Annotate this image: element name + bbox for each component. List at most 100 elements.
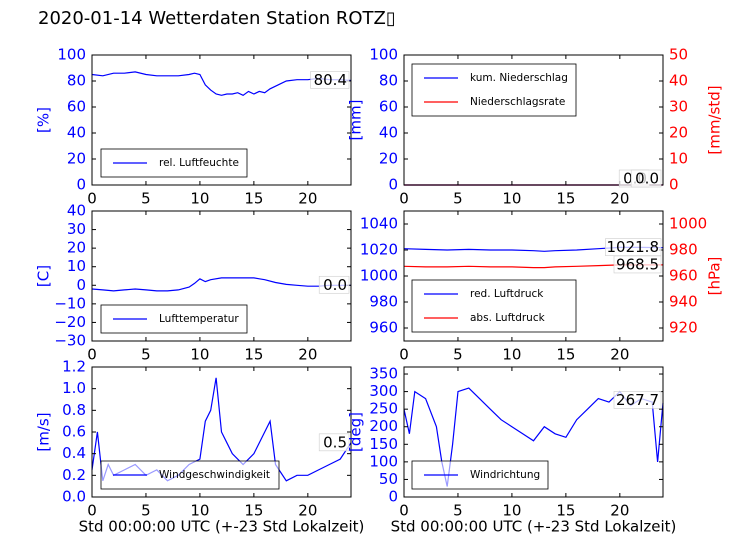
y-tick-label: −10: [54, 294, 86, 312]
x-tick-label: 5: [141, 502, 151, 520]
value-label-box: [318, 433, 350, 452]
axes-frame: [91, 54, 352, 186]
y-tick-label: 0.2: [62, 466, 86, 484]
x-tick-label: 0: [87, 190, 97, 208]
x-tick-label: 20: [298, 502, 317, 520]
y2-tick-label: 0: [669, 176, 679, 194]
y2-tick-label: 40: [669, 72, 688, 90]
y-tick-label: 80: [67, 72, 86, 90]
y-tick-label: 1.2: [62, 358, 86, 376]
x-tick-label: 10: [502, 502, 521, 520]
x-tick-label: 20: [610, 190, 629, 208]
y-tick-label: 1040: [360, 215, 398, 233]
y-tick-label: 0: [76, 176, 86, 194]
chart-windspeed: 0 5 10 15 20 0.0 0.2 0.4 0.6 0.8 1.0 1.2 [m/s] Std 00…: [35, 358, 365, 536]
x-tick-label: 15: [556, 502, 575, 520]
y-tick-label: 1020: [360, 241, 398, 259]
y-tick-label: 40: [67, 202, 86, 220]
x-tick-label: 10: [502, 190, 521, 208]
legend-entry: rel. Luftfeuchte: [159, 157, 239, 169]
x-axis-label: Std 00:00:00 UTC (+-23 Std Lokalzeit): [391, 518, 677, 536]
figure-title: 2020-01-14 Wetterdaten Station ROTZ▯: [38, 8, 396, 29]
x-axis-label: Std 00:00:00 UTC (+-23 Std Lokalzeit): [79, 518, 365, 536]
y2-tick-label: 980: [669, 241, 698, 259]
x-tick-label: 20: [298, 190, 317, 208]
y-tick-label: −30: [54, 332, 86, 350]
y-tick-label: 40: [379, 124, 398, 142]
y-tick-label: 10: [67, 257, 86, 275]
x-tick-label: 15: [244, 190, 263, 208]
y-tick-label: 50: [379, 470, 398, 488]
y-tick-label: 300: [369, 382, 398, 400]
y2-tick-label: 1000: [669, 215, 707, 233]
value-label: 267.7: [616, 391, 659, 409]
legend-entry: Windgeschwindigkeit: [159, 469, 270, 481]
chart-pressure: 0 5 10 15 20 960 980 1000 1020 1040 920 940 960 980 10…: [360, 210, 724, 364]
y-tick-label: 20: [67, 150, 86, 168]
axes-frame: [91, 210, 352, 342]
x-tick-label: 15: [556, 346, 575, 364]
y-tick-label: 30: [67, 220, 86, 238]
y-tick-label: 1000: [360, 267, 398, 285]
x-tick-label: 5: [453, 502, 463, 520]
value-label: 0.0: [635, 170, 659, 188]
x-tick-label: 15: [244, 502, 263, 520]
x-tick-label: 5: [141, 346, 151, 364]
legend-entry: Niederschlagsrate: [470, 96, 565, 108]
y2-tick-label: 920: [669, 319, 698, 337]
value-label: 968.5: [616, 255, 659, 273]
y-tick-label: 60: [67, 98, 86, 116]
y-tick-label: 960: [369, 319, 398, 337]
y2-tick-label: 50: [669, 46, 688, 64]
value-label-box: [310, 71, 350, 89]
value-label-box: [613, 255, 662, 274]
y-tick-label: 100: [369, 46, 398, 64]
y-tick-label: −20: [54, 313, 86, 331]
x-tick-label: 10: [190, 190, 209, 208]
y2-tick-label: 960: [669, 267, 698, 285]
value-label-box: [613, 391, 662, 409]
x-tick-label: 15: [556, 190, 575, 208]
y-tick-label: 150: [369, 435, 398, 453]
legend-entry: Lufttemperatur: [159, 313, 239, 325]
y-tick-label: 60: [379, 98, 398, 116]
y-tick-label: 200: [369, 417, 398, 435]
y2-tick-label: 10: [669, 150, 688, 168]
y-tick-label: 350: [369, 365, 398, 383]
y-tick-label: 20: [67, 239, 86, 257]
legend: Windgeschwindigkeit: [100, 460, 280, 490]
x-tick-label: 10: [190, 502, 209, 520]
y-axis-label: [C]: [35, 265, 53, 287]
axes-frame: [403, 54, 664, 186]
legend: kum. Niederschlag Niederschlagsrate: [411, 63, 577, 117]
value-label: 0.0: [323, 276, 347, 294]
y-tick-label: 100: [57, 46, 86, 64]
x-tick-label: 0: [87, 346, 97, 364]
x-tick-label: 10: [502, 346, 521, 364]
y-tick-label: 980: [369, 293, 398, 311]
x-tick-label: 20: [298, 346, 317, 364]
value-label: 0.5: [323, 433, 347, 451]
chart-precipitation: 0 5 10 15 20 0 20 40 60 80 100 0 10 20 30 40 50 [mm] [mm/s…: [347, 46, 724, 208]
legend-box: [411, 279, 577, 333]
value-label: 1021.8: [607, 238, 660, 256]
legend: rel. Luftfeuchte: [100, 148, 248, 178]
x-tick-label: 0: [87, 502, 97, 520]
x-tick-label: 0: [399, 502, 409, 520]
y2-tick-label: 30: [669, 98, 688, 116]
value-label-box: [318, 275, 350, 294]
legend: Windrichtung: [411, 460, 549, 490]
legend-box: [411, 63, 577, 117]
axes-frame: [403, 366, 664, 498]
x-tick-label: 0: [399, 190, 409, 208]
x-tick-label: 5: [453, 190, 463, 208]
y-tick-label: 0.6: [62, 423, 86, 441]
series-line-temperature-0: [91, 277, 351, 292]
y-tick-label: 0.0: [62, 488, 86, 506]
y-tick-label: 100: [369, 452, 398, 470]
y-tick-label: 0: [388, 488, 398, 506]
x-tick-label: 5: [453, 346, 463, 364]
y-tick-label: 0: [388, 176, 398, 194]
